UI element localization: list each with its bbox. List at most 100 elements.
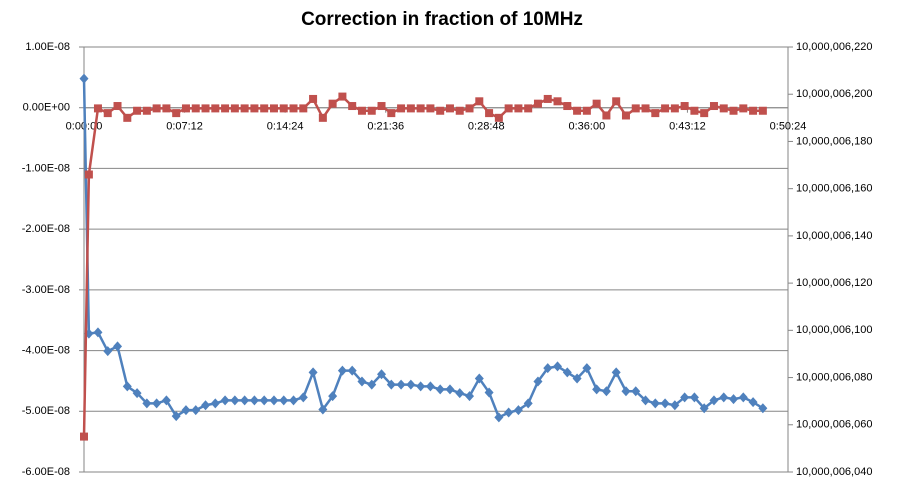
marker xyxy=(719,104,728,113)
marker xyxy=(367,379,377,390)
marker xyxy=(729,394,739,405)
y2-tick-label: 10,000,006,160 xyxy=(796,183,872,195)
x-tick-label: 0:36:00 xyxy=(569,121,606,133)
marker xyxy=(758,403,768,414)
marker xyxy=(201,400,211,411)
marker xyxy=(445,104,454,113)
marker xyxy=(582,363,592,374)
marker xyxy=(631,386,641,397)
marker xyxy=(377,369,387,380)
marker xyxy=(259,395,269,406)
y2-tick-label: 10,000,006,140 xyxy=(796,230,872,242)
marker xyxy=(504,407,514,418)
marker xyxy=(318,113,327,122)
marker xyxy=(172,109,181,118)
marker xyxy=(641,104,650,113)
marker xyxy=(289,395,299,406)
y2-tick-label: 10,000,006,180 xyxy=(796,135,872,147)
y-tick-label: 0.00E+00 xyxy=(23,102,70,114)
marker xyxy=(709,395,719,406)
marker xyxy=(573,106,582,115)
x-tick-label: 0:07:12 xyxy=(166,121,203,133)
marker xyxy=(700,109,709,118)
y2-tick-label: 10,000,006,120 xyxy=(796,277,872,289)
marker xyxy=(465,104,474,113)
marker xyxy=(337,365,347,376)
marker xyxy=(533,376,543,387)
marker xyxy=(230,395,240,406)
y-tick-label: -6.00E-08 xyxy=(22,466,70,478)
marker xyxy=(279,104,288,113)
marker xyxy=(514,104,523,113)
marker xyxy=(132,388,142,399)
marker xyxy=(367,106,376,115)
marker xyxy=(416,104,425,113)
marker xyxy=(475,97,484,106)
marker xyxy=(279,395,289,406)
marker xyxy=(191,405,201,416)
x-tick-label: 0:43:12 xyxy=(669,121,706,133)
marker xyxy=(758,106,767,115)
marker xyxy=(426,104,435,113)
marker xyxy=(592,99,601,108)
marker xyxy=(601,386,611,397)
marker xyxy=(79,73,89,84)
chart-title: Correction in fraction of 10MHz xyxy=(301,9,583,30)
y-tick-label: -1.00E-08 xyxy=(22,162,70,174)
marker xyxy=(152,398,162,409)
marker xyxy=(396,379,406,390)
marker xyxy=(93,327,103,338)
marker xyxy=(485,109,494,118)
marker xyxy=(445,384,455,395)
marker xyxy=(612,97,621,106)
marker xyxy=(181,405,191,416)
x-tick-label: 0:14:24 xyxy=(267,121,304,133)
y-tick-label: 1.00E-08 xyxy=(25,41,70,53)
y2-tick-label: 10,000,006,200 xyxy=(796,88,872,100)
marker xyxy=(680,102,689,111)
marker xyxy=(162,104,171,113)
marker xyxy=(308,367,318,378)
marker xyxy=(524,104,533,113)
marker xyxy=(201,104,210,113)
marker xyxy=(309,94,318,103)
marker xyxy=(181,104,190,113)
marker xyxy=(133,106,142,115)
y2-tick-label: 10,000,006,220 xyxy=(796,41,872,53)
marker xyxy=(328,99,337,108)
marker xyxy=(611,367,621,378)
marker xyxy=(221,104,230,113)
marker xyxy=(641,395,651,406)
marker xyxy=(592,384,602,395)
x-tick-label: 0:21:36 xyxy=(367,121,404,133)
marker xyxy=(250,104,259,113)
marker xyxy=(748,397,758,408)
marker xyxy=(220,395,230,406)
marker xyxy=(670,104,679,113)
marker xyxy=(210,398,220,409)
marker xyxy=(406,379,416,390)
marker xyxy=(269,104,278,113)
marker xyxy=(651,109,660,118)
marker xyxy=(465,391,475,402)
marker xyxy=(80,432,88,441)
marker xyxy=(738,392,748,403)
marker xyxy=(553,97,562,106)
marker xyxy=(230,104,239,113)
marker xyxy=(357,376,367,387)
marker xyxy=(494,412,504,423)
marker xyxy=(670,400,680,411)
y2-tick-label: 10,000,006,040 xyxy=(796,466,872,478)
marker xyxy=(661,104,670,113)
marker xyxy=(455,388,465,399)
marker xyxy=(113,341,123,352)
marker xyxy=(436,106,445,115)
y2-tick-label: 10,000,006,100 xyxy=(796,324,872,336)
y2-tick-label: 10,000,006,080 xyxy=(796,371,872,383)
marker xyxy=(533,99,542,108)
marker xyxy=(318,404,328,415)
marker xyxy=(93,104,102,113)
marker xyxy=(84,170,93,179)
